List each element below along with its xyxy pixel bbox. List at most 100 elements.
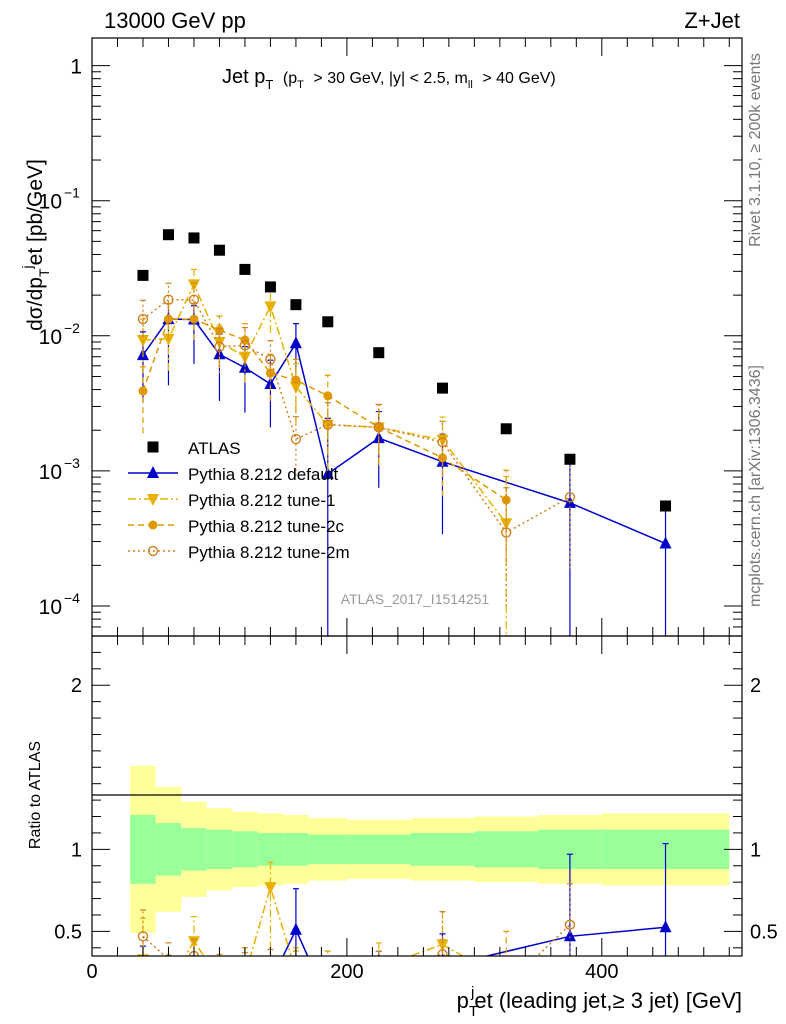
energy-label: 13000 GeV pp bbox=[104, 8, 246, 33]
point-pythia-8-212-default bbox=[238, 360, 251, 373]
x-axis-label: pTjet (leading jet,≥ 3 jet) [GeV] bbox=[457, 984, 742, 1020]
ratio-panel-frame bbox=[91, 635, 743, 957]
ratio-point-pythia-8-212-default bbox=[213, 979, 225, 991]
point-atlas bbox=[500, 423, 512, 435]
x-tick-label: 0 bbox=[86, 961, 97, 983]
point-pythia-8-212-tune-2m bbox=[214, 341, 225, 352]
ratio-tick-label: 1 bbox=[71, 839, 82, 861]
y-tick-label: 10 bbox=[39, 461, 62, 484]
ratio-point-pythia-8-212-tune-2m bbox=[564, 919, 576, 931]
legend-marker-atlas bbox=[147, 441, 159, 453]
ratio-tick-label: 2 bbox=[71, 675, 82, 697]
ratio-point-pythia-8-212-default bbox=[289, 922, 302, 935]
ratio-band-inner bbox=[308, 834, 347, 865]
point-atlas bbox=[660, 500, 672, 512]
point-atlas bbox=[290, 299, 302, 311]
ratio-point-pythia-8-212-tune-2m bbox=[137, 931, 149, 942]
ratio-uncertainty-bands bbox=[130, 765, 730, 934]
y-tick-label: 1 bbox=[70, 56, 82, 79]
point-pythia-8-212-tune-1 bbox=[187, 279, 200, 292]
series-line-pythia-8-212-tune-2c bbox=[142, 318, 507, 501]
point-atlas bbox=[264, 281, 276, 293]
series-line-pythia-8-212-tune-1 bbox=[142, 282, 507, 524]
ratio-point-pythia-8-212-tune-2c bbox=[240, 960, 249, 969]
ratio-point-pythia-8-212-tune-2m bbox=[437, 949, 448, 956]
rivet-label: Rivet 3.1.10, ≥ 200k events bbox=[747, 53, 764, 247]
main-panel-series bbox=[136, 229, 672, 636]
point-pythia-8-212-tune-2c bbox=[138, 386, 148, 396]
plot-title: Jet pT (pT > 30 GeV, |y| < 2.5, mll > 40… bbox=[222, 66, 556, 94]
x-tick-label: 200 bbox=[330, 961, 363, 983]
y-tick-exponent: −1 bbox=[64, 185, 80, 201]
point-atlas bbox=[564, 453, 576, 465]
point-atlas bbox=[373, 347, 385, 359]
y-tick-label: 10 bbox=[39, 596, 62, 619]
point-pythia-8-212-tune-2m bbox=[163, 294, 174, 305]
point-pythia-8-212-tune-2c bbox=[163, 314, 173, 324]
ratio-point-pythia-8-212-default bbox=[373, 969, 385, 981]
ratio-point-pythia-8-212-tune-1 bbox=[162, 981, 174, 993]
point-pythia-8-212-tune-2c bbox=[323, 391, 333, 401]
ratio-tick-label-right: 2 bbox=[750, 675, 761, 697]
point-atlas bbox=[436, 382, 448, 394]
point-pythia-8-212-default bbox=[659, 536, 672, 549]
process-label: Z+Jet bbox=[684, 8, 740, 33]
ratio-point-pythia-8-212-tune-1 bbox=[500, 976, 512, 988]
y-tick-exponent: −2 bbox=[64, 320, 80, 336]
ratio-tick-label-right: 1 bbox=[750, 839, 761, 861]
point-pythia-8-212-tune-2c bbox=[214, 325, 224, 335]
ratio-point-pythia-8-212-tune-2c bbox=[189, 968, 198, 977]
mcplots-label: mcplots.cern.ch [arXiv:1306.3436] bbox=[747, 365, 764, 607]
point-pythia-8-212-tune-2m bbox=[265, 354, 276, 365]
ratio-point-pythia-8-212-tune-1 bbox=[213, 974, 225, 986]
y-tick-exponent: −4 bbox=[64, 590, 80, 606]
analysis-tag: ATLAS_2017_I1514251 bbox=[341, 591, 490, 607]
ratio-point-pythia-8-212-tune-2c bbox=[374, 963, 383, 972]
ratio-tick-label-right: 0.5 bbox=[750, 921, 778, 943]
ratio-y-axis-label: Ratio to ATLAS bbox=[27, 741, 44, 849]
ratio-band-inner bbox=[346, 834, 411, 865]
ratio-line-pythia-8-212-tune-2c bbox=[143, 964, 506, 990]
ratio-point-pythia-8-212-tune-1 bbox=[264, 882, 277, 895]
legend-marker-pythia-8-212-tune-2c bbox=[148, 520, 158, 530]
ratio-point-pythia-8-212-tune-2c bbox=[502, 960, 511, 969]
point-pythia-8-212-tune-1 bbox=[264, 301, 277, 314]
ratio-point-pythia-8-212-tune-2c bbox=[215, 966, 224, 975]
point-atlas bbox=[239, 263, 251, 275]
legend-label-pythia-8-212-tune-2c: Pythia 8.212 tune-2c bbox=[188, 517, 344, 536]
ratio-point-pythia-8-212-default bbox=[563, 929, 576, 942]
ratio-band-inner bbox=[206, 829, 233, 870]
ratio-point-pythia-8-212-tune-2c bbox=[291, 963, 300, 972]
point-pythia-8-212-tune-2m bbox=[501, 527, 512, 538]
ratio-band-inner bbox=[155, 823, 182, 876]
ratio-band-inner bbox=[257, 832, 284, 866]
ratio-point-pythia-8-212-default bbox=[436, 960, 448, 972]
ratio-point-pythia-8-212-default bbox=[162, 967, 174, 979]
point-pythia-8-212-tune-2m bbox=[564, 491, 576, 503]
ratio-point-pythia-8-212-default bbox=[239, 975, 251, 987]
legend-marker-pythia-8-212-tune-1 bbox=[147, 494, 159, 506]
point-pythia-8-212-tune-2m bbox=[437, 437, 448, 448]
point-atlas bbox=[162, 229, 174, 241]
point-pythia-8-212-default bbox=[321, 466, 334, 479]
point-pythia-8-212-tune-2m bbox=[290, 433, 302, 445]
y-axis-label: dσ/dpTjet [pb/GeV] bbox=[19, 159, 52, 331]
point-pythia-8-212-tune-2m bbox=[322, 419, 333, 430]
ratio-point-pythia-8-212-tune-1 bbox=[436, 939, 449, 952]
legend-label-pythia-8-212-tune-2m: Pythia 8.212 tune-2m bbox=[188, 543, 350, 562]
ratio-band-inner bbox=[283, 832, 309, 866]
ratio-point-pythia-8-212-default bbox=[137, 964, 149, 976]
legend-marker-pythia-8-212-default bbox=[147, 466, 159, 478]
legend-label-atlas: ATLAS bbox=[188, 439, 241, 458]
ratio-point-pythia-8-212-tune-2m bbox=[374, 963, 383, 972]
point-pythia-8-212-tune-2m bbox=[137, 313, 149, 325]
legend-label-pythia-8-212-tune-1: Pythia 8.212 tune-1 bbox=[188, 491, 335, 510]
point-pythia-8-212-tune-2m bbox=[188, 294, 200, 305]
legend-marker-pythia-8-212-tune-2m bbox=[147, 545, 159, 557]
ratio-band-inner bbox=[410, 832, 475, 866]
ratio-band-inner bbox=[181, 828, 207, 871]
point-pythia-8-212-tune-2c bbox=[189, 314, 199, 324]
ratio-point-pythia-8-212-default bbox=[188, 965, 200, 977]
